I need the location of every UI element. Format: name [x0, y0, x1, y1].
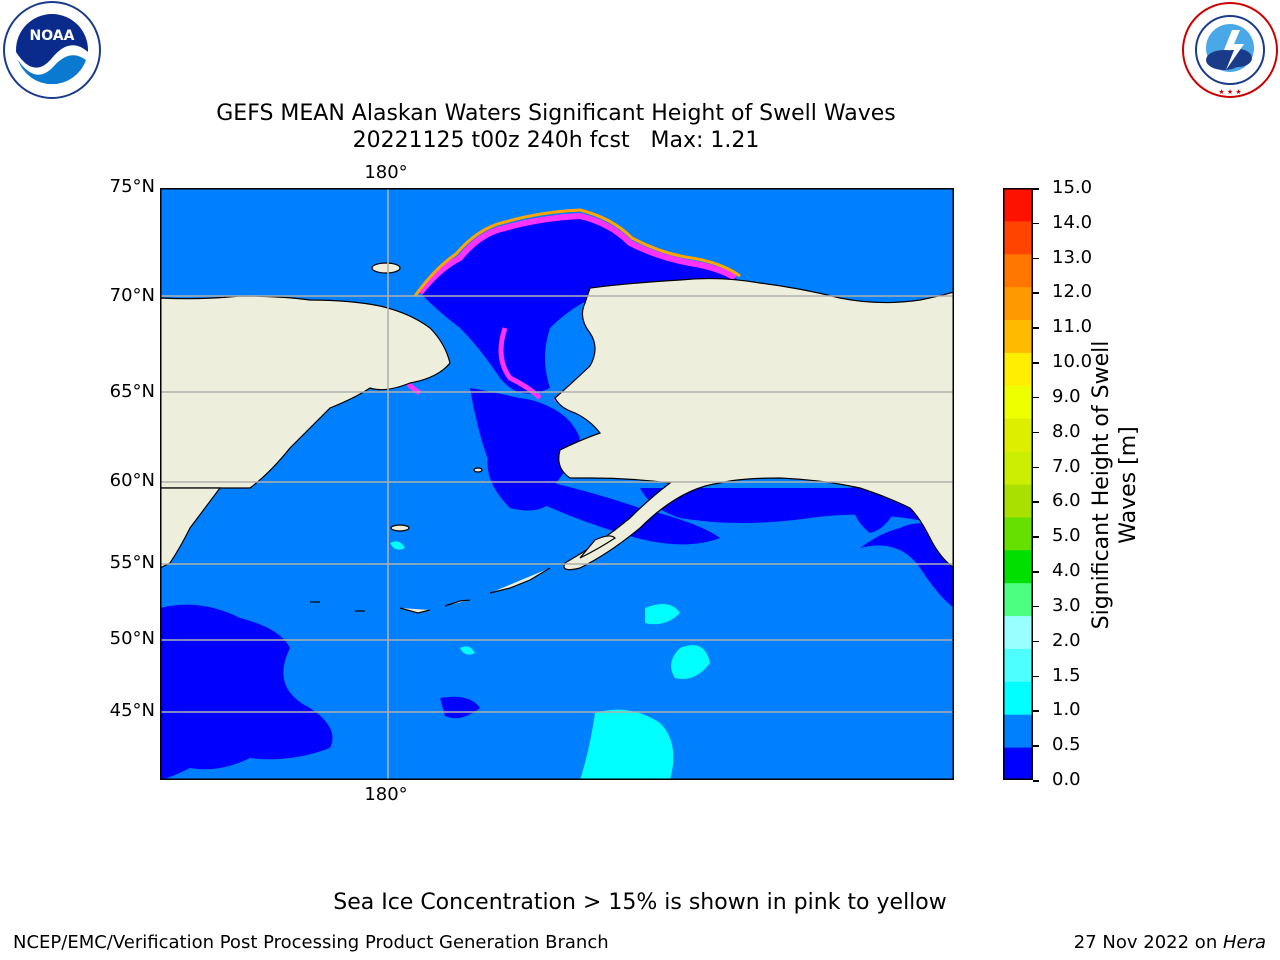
- colorbar-tick-mark: [1033, 745, 1039, 747]
- colorbar-tick-label: 1.0: [1052, 699, 1081, 721]
- colorbar-segment: [1003, 648, 1033, 682]
- colorbar-segment: [1003, 188, 1033, 222]
- colorbar-tick-mark: [1033, 675, 1039, 678]
- colorbar-segment: [1003, 451, 1033, 485]
- aleutian-islands: [310, 262, 616, 614]
- lon-label-bottom: 180°: [364, 784, 408, 805]
- high-swell-regions: [390, 541, 710, 780]
- lon-label-top: 180°: [364, 162, 408, 183]
- colorbar-segment: [1003, 286, 1033, 321]
- colorbar-tick-mark: [1033, 257, 1039, 260]
- land-siberia-lower: [160, 487, 222, 569]
- colorbar-tick-mark: [1033, 466, 1039, 469]
- colorbar-tick-mark: [1033, 640, 1039, 643]
- noaa-logo: NOAA: [0, 0, 104, 100]
- colorbar-tick-label: 5.0: [1052, 525, 1081, 547]
- colorbar-segment: [1003, 582, 1033, 617]
- lat-label-50: 50°N: [109, 628, 155, 649]
- colorbar-tick-mark: [1033, 188, 1039, 190]
- lat-label-65: 65°N: [109, 381, 155, 402]
- colorbar-tick-label: 6.0: [1052, 490, 1081, 512]
- chart-subtitle: 20221125 t00z 240h fcst Max: 1.21: [352, 128, 760, 153]
- sea-ice-note: Sea Ice Concentration > 15% is shown in …: [333, 890, 947, 915]
- colorbar-tick-label: 11.0: [1052, 316, 1093, 338]
- colorbar-segment: [1003, 615, 1033, 649]
- colorbar-tick-label: 4.0: [1052, 560, 1081, 582]
- lat-label-55: 55°N: [109, 552, 155, 573]
- colorbar-tick-mark: [1033, 292, 1039, 294]
- svg-text:★ ★ ★: ★ ★ ★: [1218, 88, 1241, 96]
- colorbar-segment: [1003, 385, 1033, 419]
- colorbar-segment: [1003, 352, 1033, 386]
- lat-label-70: 70°N: [109, 285, 155, 306]
- footer-date-text: 27 Nov 2022 on: [1073, 932, 1223, 953]
- colorbar-tick-mark: [1033, 431, 1039, 434]
- colorbar-segment: [1003, 220, 1033, 255]
- colorbar-tick-label: 9.0: [1052, 385, 1081, 407]
- colorbar-segment: [1003, 418, 1033, 452]
- colorbar-tick-label: 3.0: [1052, 594, 1081, 616]
- colorbar-tick-mark: [1033, 222, 1039, 225]
- colorbar-segment: [1003, 516, 1033, 551]
- footer-date: 27 Nov 2022 on Hera: [1074, 932, 1266, 953]
- colorbar-segment: [1003, 681, 1033, 715]
- colorbar-tick-label: 10.0: [1052, 351, 1093, 373]
- colorbar-tick-label: 7.0: [1052, 455, 1081, 477]
- colorbar-tick-label: 15.0: [1052, 177, 1093, 198]
- colorbar-segment: [1003, 484, 1033, 518]
- colorbar-tick-label: 8.0: [1052, 420, 1081, 442]
- colorbar-tick-mark: [1033, 710, 1039, 712]
- footer-machine: Hera: [1222, 932, 1266, 953]
- chart-title: GEFS MEAN Alaskan Waters Significant Hei…: [216, 101, 896, 126]
- swell-height-map: [160, 188, 954, 780]
- colorbar-tick-mark: [1033, 396, 1039, 399]
- colorbar-tick-label: 12.0: [1052, 281, 1093, 303]
- colorbar-segment: [1003, 714, 1033, 748]
- lat-label-75: 75°N: [109, 176, 155, 197]
- colorbar-segment: [1003, 747, 1033, 780]
- colorbar-segment: [1003, 319, 1033, 353]
- colorbar-segment: [1003, 549, 1033, 584]
- colorbar-segment: [1003, 253, 1033, 288]
- colorbar-tick-label: 0.5: [1052, 734, 1081, 756]
- colorbar-tick-mark: [1033, 571, 1039, 573]
- lat-label-45: 45°N: [109, 700, 155, 721]
- map-frame: [160, 188, 954, 780]
- colorbar-tick-mark: [1033, 780, 1039, 782]
- bering-water: [470, 388, 580, 488]
- colorbar: [1003, 188, 1033, 780]
- colorbar-tick-label: 2.0: [1052, 629, 1081, 651]
- lat-label-60: 60°N: [109, 470, 155, 491]
- colorbar-tick-mark: [1033, 501, 1039, 503]
- graticule: [160, 188, 954, 780]
- land-alaska: [554, 277, 954, 571]
- colorbar-tick-label: 1.5: [1052, 664, 1081, 686]
- colorbar-tick-label: 0.0: [1052, 769, 1081, 790]
- colorbar-tick-label: 14.0: [1052, 211, 1093, 233]
- colorbar-tick-mark: [1033, 605, 1039, 608]
- noaa-logo-text: NOAA: [30, 28, 75, 44]
- colorbar-label: Significant Height of Swell Waves [m]: [1089, 340, 1141, 630]
- colorbar-tick-mark: [1033, 536, 1039, 538]
- colorbar-tick-mark: [1033, 362, 1039, 364]
- footer-credit: NCEP/EMC/Verification Post Processing Pr…: [13, 932, 609, 953]
- colorbar-tick-label: 13.0: [1052, 246, 1093, 268]
- nws-logo: ★ ★ ★: [1180, 0, 1280, 100]
- colorbar-tick-mark: [1033, 327, 1039, 329]
